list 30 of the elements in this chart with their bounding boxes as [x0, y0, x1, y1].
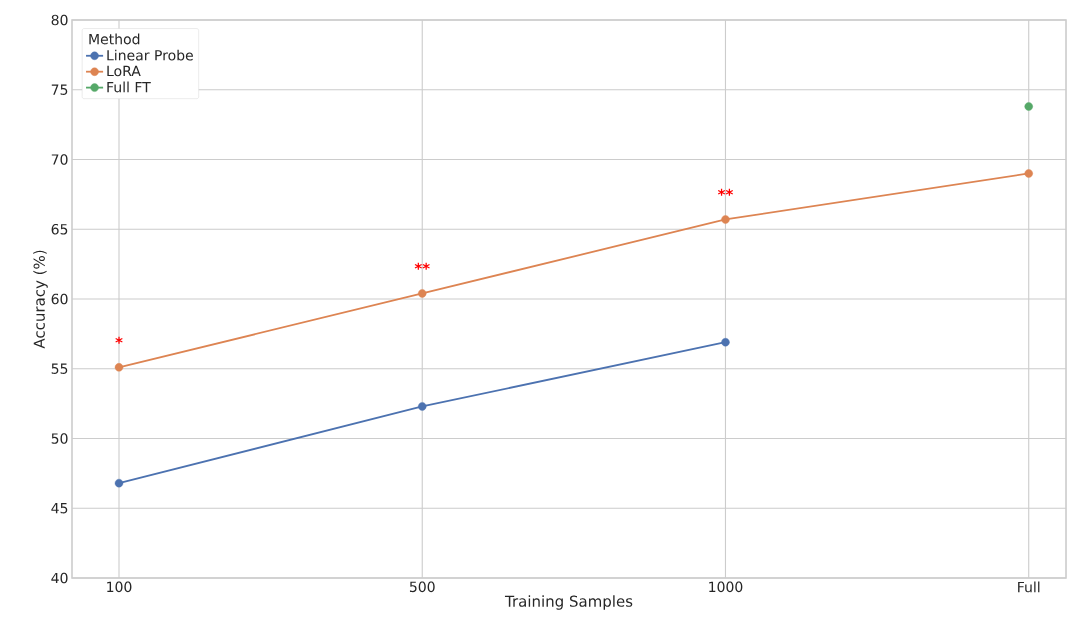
legend-label: Linear Probe [107, 49, 193, 61]
point [721, 215, 730, 224]
x-tick-label: 1000 [709, 581, 743, 593]
x-tick-label: Full [1018, 581, 1040, 593]
annotation: ** [717, 188, 734, 196]
annotation: ** [414, 262, 430, 270]
legend-title: Method [89, 33, 140, 45]
point [418, 402, 427, 411]
x-axis-title: Training Samples [504, 595, 633, 610]
annotation: * [115, 336, 123, 344]
point [1024, 169, 1033, 178]
y-tick-label: 65 [51, 223, 68, 235]
point [418, 289, 427, 298]
y-tick-label: 55 [51, 363, 68, 374]
y-tick-label: 75 [51, 84, 68, 95]
y-tick-label: 50 [51, 433, 68, 444]
x-tick-label: 500 [409, 581, 435, 593]
y-tick-label: 60 [51, 293, 68, 305]
y-tick-label: 70 [51, 154, 68, 165]
y-tick-label: 45 [51, 503, 68, 514]
x-tick-label: 100 [107, 581, 132, 593]
point [114, 478, 124, 488]
legend-label: Full FT [107, 81, 151, 93]
y-tick-label: 40 [51, 572, 68, 584]
y-axis-title: Accuracy (%) [33, 250, 48, 349]
point [721, 338, 730, 347]
y-tick-label: 80 [51, 14, 68, 26]
point [114, 363, 124, 372]
legend-label: LoRA [107, 65, 141, 77]
point [1024, 102, 1033, 111]
